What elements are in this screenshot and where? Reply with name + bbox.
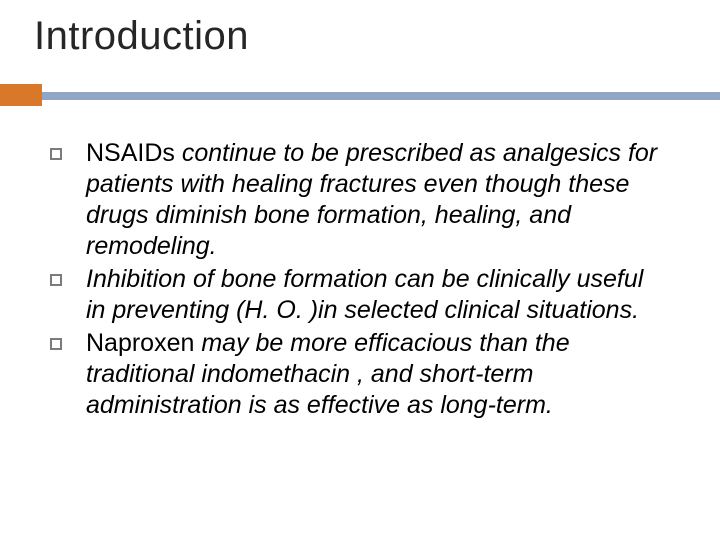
bullet-text: NSAIDs continue to be prescribed as anal… bbox=[86, 138, 660, 262]
slide-title: Introduction bbox=[34, 14, 249, 59]
title-rule bbox=[0, 84, 720, 106]
bullet-text: Naproxen may be more efficacious than th… bbox=[86, 328, 660, 421]
bullet-lead: NSAIDs bbox=[86, 139, 175, 167]
list-item: Naproxen may be more efficacious than th… bbox=[48, 328, 660, 421]
bullet-text: Inhibition of bone formation can be clin… bbox=[86, 264, 660, 326]
square-bullet-icon bbox=[50, 148, 62, 160]
list-item: Inhibition of bone formation can be clin… bbox=[48, 264, 660, 326]
bullet-lead: Naproxen bbox=[86, 329, 194, 357]
bullet-rest: Inhibition of bone formation can be clin… bbox=[86, 265, 643, 324]
slide-body: NSAIDs continue to be prescribed as anal… bbox=[48, 138, 660, 423]
list-item: NSAIDs continue to be prescribed as anal… bbox=[48, 138, 660, 262]
rule-blue-line bbox=[42, 92, 720, 100]
square-bullet-icon bbox=[50, 274, 62, 286]
rule-orange-block bbox=[0, 84, 42, 106]
square-bullet-icon bbox=[50, 338, 62, 350]
slide: Introduction NSAIDs continue to be presc… bbox=[0, 0, 720, 540]
